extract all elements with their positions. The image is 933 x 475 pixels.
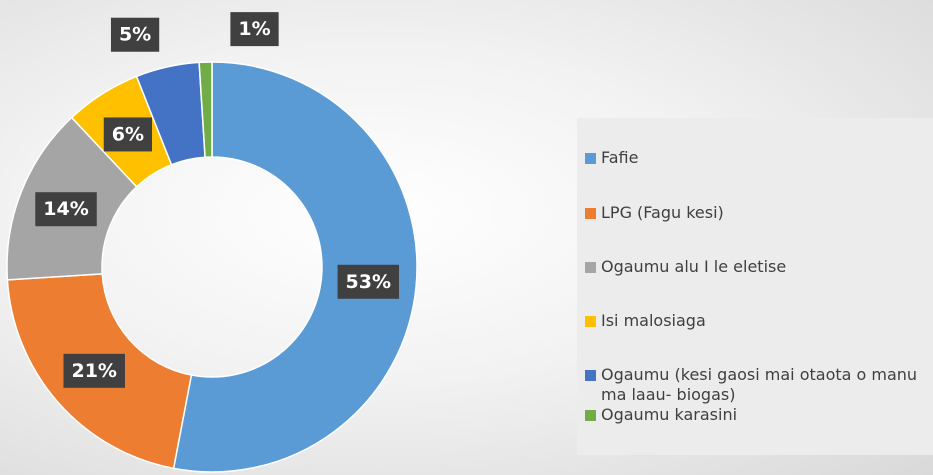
- data-label-box: [103, 117, 153, 152]
- legend-item: Fafie: [585, 148, 931, 168]
- data-label-box: [35, 192, 97, 227]
- legend: Fafie LPG (Fagu kesi) Ogaumu alu I le elet…: [577, 118, 933, 455]
- legend-label: Fafie: [601, 148, 639, 167]
- legend-swatch: [585, 262, 596, 273]
- data-label: 21%: [63, 353, 125, 388]
- data-label: 6%: [103, 117, 153, 152]
- legend-label: Ogaumu (kesi gaosi mai otaota o manu ma …: [601, 365, 918, 404]
- data-label-box: [110, 17, 160, 52]
- legend-swatch: [585, 316, 596, 327]
- legend-swatch: [585, 208, 596, 219]
- data-label-text: 53%: [346, 271, 391, 293]
- data-label: 14%: [35, 192, 97, 227]
- data-label-text: 14%: [43, 198, 88, 220]
- data-label: 53%: [337, 264, 400, 299]
- data-label-box: [337, 264, 400, 299]
- data-label-box: [63, 353, 125, 388]
- data-label-text: 21%: [71, 360, 116, 382]
- legend-item: LPG (Fagu kesi): [585, 203, 931, 223]
- legend-label: Ogaumu alu I le eletise: [601, 257, 787, 276]
- legend-item: Ogaumu (kesi gaosi mai otaota o manu ma …: [585, 365, 931, 405]
- data-label: 5%: [110, 17, 160, 52]
- legend-swatch: [585, 370, 596, 381]
- legend-item: Isi malosiaga: [585, 311, 931, 331]
- data-label-box: [230, 12, 279, 47]
- data-label-text: 5%: [119, 24, 151, 46]
- data-label-text: 1%: [238, 18, 270, 40]
- legend-item: Ogaumu karasini: [585, 405, 931, 425]
- donut-slice: [198, 61, 213, 159]
- data-label-text: 6%: [112, 123, 144, 145]
- legend-label: Isi malosiaga: [601, 311, 706, 330]
- legend-swatch: [585, 410, 596, 421]
- donut-slice: [172, 61, 418, 473]
- legend-label: Ogaumu karasini: [601, 405, 738, 424]
- legend-item: Ogaumu alu I le eletise: [585, 257, 931, 277]
- legend-label: LPG (Fagu kesi): [601, 203, 724, 222]
- legend-swatch: [585, 153, 596, 164]
- data-label: 1%: [230, 12, 279, 47]
